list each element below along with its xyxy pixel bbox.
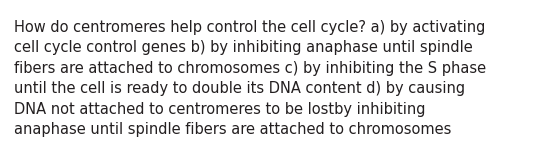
Text: How do centromeres help control the cell cycle? a) by activating
cell cycle cont: How do centromeres help control the cell… [14, 20, 486, 137]
